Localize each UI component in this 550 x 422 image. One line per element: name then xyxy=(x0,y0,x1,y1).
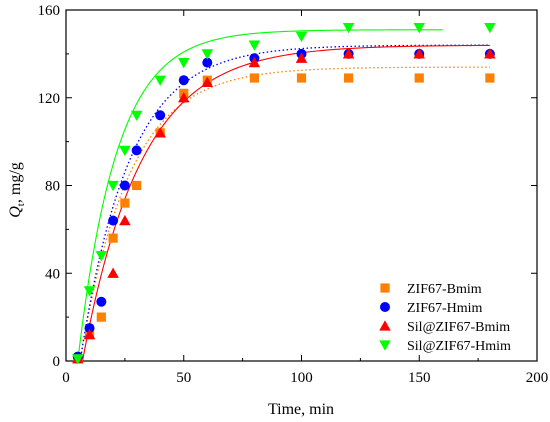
y-axis-title-sub: t xyxy=(15,203,27,206)
data-point xyxy=(296,73,307,83)
data-point xyxy=(83,328,96,340)
data-point xyxy=(108,215,119,226)
data-point xyxy=(131,145,142,156)
fit-curve xyxy=(81,44,490,362)
y-axis-ticks: 0 40 80 120 160 xyxy=(38,3,537,370)
y-tick-label: 40 xyxy=(45,266,60,282)
data-point xyxy=(178,58,190,69)
y-axis-title-main: Q xyxy=(7,206,24,218)
data-point xyxy=(201,76,214,87)
data-point xyxy=(342,48,355,59)
data-point xyxy=(95,251,108,262)
x-axis-title: Time, min xyxy=(268,401,334,418)
data-point xyxy=(201,49,214,60)
data-point xyxy=(107,180,119,192)
data-point xyxy=(96,296,107,307)
data-point xyxy=(295,52,308,63)
x-tick-label: 200 xyxy=(526,370,549,386)
y-tick-label: 80 xyxy=(45,179,60,195)
data-point xyxy=(414,73,424,83)
data-point xyxy=(119,145,131,157)
data-point xyxy=(120,198,130,208)
legend-marker xyxy=(379,320,391,331)
x-axis-ticks: 0 50 100 150 200 xyxy=(62,10,548,386)
legend: ZIF67-Bmim ZIF67-Hmim Sil@ZIF67-Bmim Sil@ZI… xyxy=(379,282,511,354)
data-point xyxy=(413,48,425,59)
legend-marker xyxy=(380,302,390,312)
data-point xyxy=(83,286,96,297)
data-point xyxy=(154,75,166,86)
data-point xyxy=(248,40,261,51)
data-point xyxy=(484,48,496,59)
fit-curve xyxy=(77,29,443,362)
data-point xyxy=(119,180,130,191)
x-tick-label: 0 xyxy=(62,370,70,386)
data-point xyxy=(249,73,259,83)
data-point xyxy=(108,233,118,243)
data-point xyxy=(107,267,119,278)
legend-label: ZIF67-Bmim xyxy=(407,282,482,297)
y-tick-label: 160 xyxy=(38,3,61,19)
x-tick-label: 100 xyxy=(290,370,313,386)
data-point xyxy=(119,214,131,226)
data-markers xyxy=(72,22,496,365)
legend-label: Sil@ZIF67-Bmim xyxy=(407,320,510,335)
data-point xyxy=(178,92,190,103)
y-axis-title-unit: , mg/g xyxy=(7,162,24,203)
fit-curve xyxy=(79,66,490,362)
data-point xyxy=(484,22,496,34)
data-point xyxy=(485,73,495,83)
data-point xyxy=(96,312,106,322)
data-point xyxy=(72,354,84,365)
data-point xyxy=(344,73,354,83)
x-tick-label: 50 xyxy=(176,370,191,386)
data-point xyxy=(84,323,95,334)
legend-label: Sil@ZIF67-Hmim xyxy=(407,339,511,354)
fit-curve xyxy=(79,44,490,362)
data-point xyxy=(413,22,425,34)
data-point xyxy=(248,56,261,68)
legend-label: ZIF67-Hmim xyxy=(407,301,483,316)
data-point xyxy=(130,110,143,122)
data-point xyxy=(154,127,166,138)
fit-curves xyxy=(77,29,490,362)
data-point xyxy=(202,57,213,68)
y-axis-title: Qt, mg/g xyxy=(7,162,27,218)
x-tick-label: 150 xyxy=(408,370,431,386)
y-tick-label: 120 xyxy=(38,91,61,107)
data-point xyxy=(132,180,142,191)
data-point xyxy=(295,31,308,43)
legend-marker xyxy=(379,340,391,351)
data-point xyxy=(155,110,166,121)
data-point xyxy=(178,75,189,86)
data-point xyxy=(342,22,355,34)
legend-marker xyxy=(380,283,390,293)
y-tick-label: 0 xyxy=(53,354,61,370)
